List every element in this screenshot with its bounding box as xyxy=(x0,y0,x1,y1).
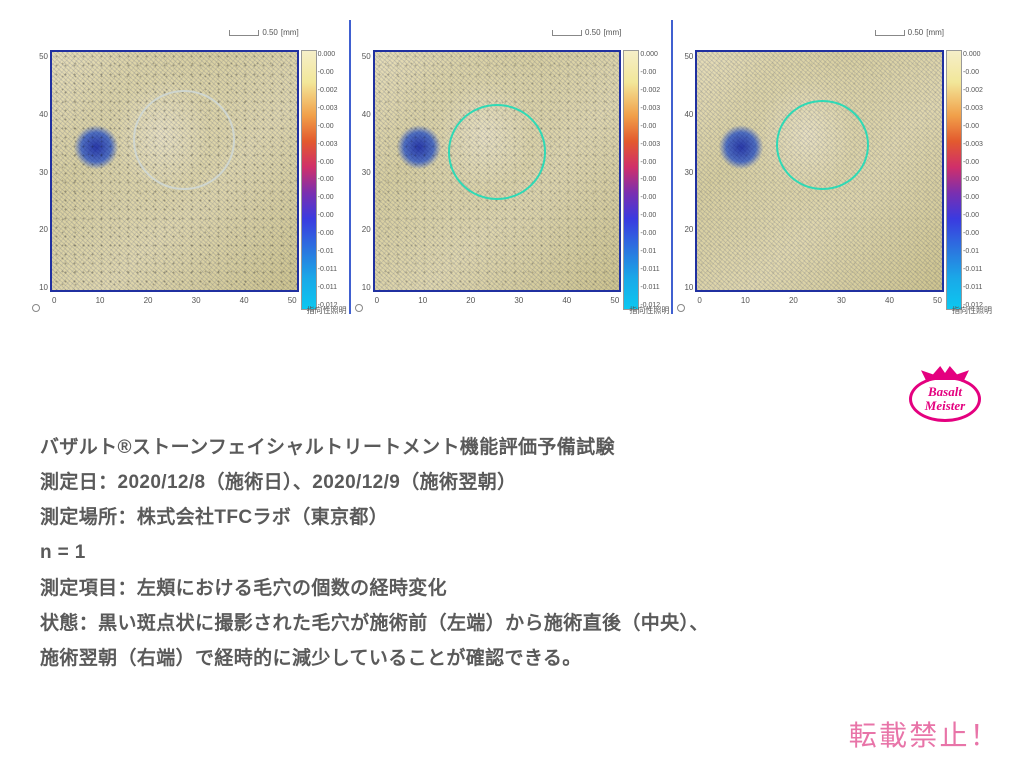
scale-indicator: 0.50[mm] xyxy=(875,28,944,37)
scale-indicator: 0.50[mm] xyxy=(229,28,298,37)
text-line-4: n = 1 xyxy=(40,535,984,570)
y-axis: 5040302010 xyxy=(34,50,50,292)
scan-panel-1: 0.50[mm] 5040302010010203040500.000-0.00-… xyxy=(353,20,674,314)
x-axis: 01020304050 xyxy=(50,294,299,310)
surface-scan-image: 504030201001020304050 xyxy=(679,50,944,310)
axis-label: 指向性照明 xyxy=(307,305,347,316)
axis-origin-icon xyxy=(677,304,685,312)
text-line-6: 状態：黒い斑点状に撮影された毛穴が施術前（左端）から施術直後（中央）、 xyxy=(40,606,984,641)
scale-indicator: 0.50[mm] xyxy=(552,28,621,37)
description-text: バザルト®ストーンフェイシャルトリートメント機能評価予備試験 測定日：2020/… xyxy=(40,430,984,676)
axis-origin-icon xyxy=(355,304,363,312)
text-line-1: バザルト®ストーンフェイシャルトリートメント機能評価予備試験 xyxy=(40,430,984,465)
colorbar: 0.000-0.00-0.002-0.003-0.00-0.003-0.00-0… xyxy=(301,50,345,310)
text-line-7: 施術翌朝（右端）で経時的に減少していることが確認できる。 xyxy=(40,641,984,676)
roi-circle xyxy=(776,100,869,190)
roi-circle xyxy=(133,90,236,190)
axis-label: 指向性照明 xyxy=(952,305,992,316)
x-axis: 01020304050 xyxy=(695,294,944,310)
surface-scan-image: 504030201001020304050 xyxy=(357,50,622,310)
colorbar: 0.000-0.00-0.002-0.003-0.00-0.003-0.00-0… xyxy=(946,50,990,310)
axis-label: 指向性照明 xyxy=(629,305,669,316)
badge-oval: Basalt Meister xyxy=(909,376,981,422)
axis-origin-icon xyxy=(32,304,40,312)
surface-scan-image: 504030201001020304050 xyxy=(34,50,299,310)
scan-panels-row: 0.50[mm]5040302010010203040500.000-0.00-… xyxy=(0,0,1024,314)
y-axis: 5040302010 xyxy=(679,50,695,292)
crown-icon xyxy=(921,366,969,380)
scan-panel-2: 0.50[mm] 5040302010010203040500.000-0.00-… xyxy=(675,20,994,314)
badge-line2: Meister xyxy=(925,399,965,413)
text-line-3: 測定場所：株式会社TFCラボ（東京都） xyxy=(40,500,984,535)
colorbar: 0.000-0.00-0.002-0.003-0.00-0.003-0.00-0… xyxy=(623,50,667,310)
x-axis: 01020304050 xyxy=(373,294,622,310)
text-line-5: 測定項目：左頬における毛穴の個数の経時変化 xyxy=(40,571,984,606)
scan-panel-0: 0.50[mm] 5040302010010203040500.000-0.00-… xyxy=(30,20,351,314)
reproduction-prohibited-watermark: 転載禁止！ xyxy=(849,714,1000,754)
badge-line1: Basalt xyxy=(928,385,962,399)
basalt-meister-badge: Basalt Meister xyxy=(906,360,984,428)
roi-circle xyxy=(448,104,546,199)
text-line-2: 測定日：2020/12/8（施術日）、2020/12/9（施術翌朝） xyxy=(40,465,984,500)
y-axis: 5040302010 xyxy=(357,50,373,292)
